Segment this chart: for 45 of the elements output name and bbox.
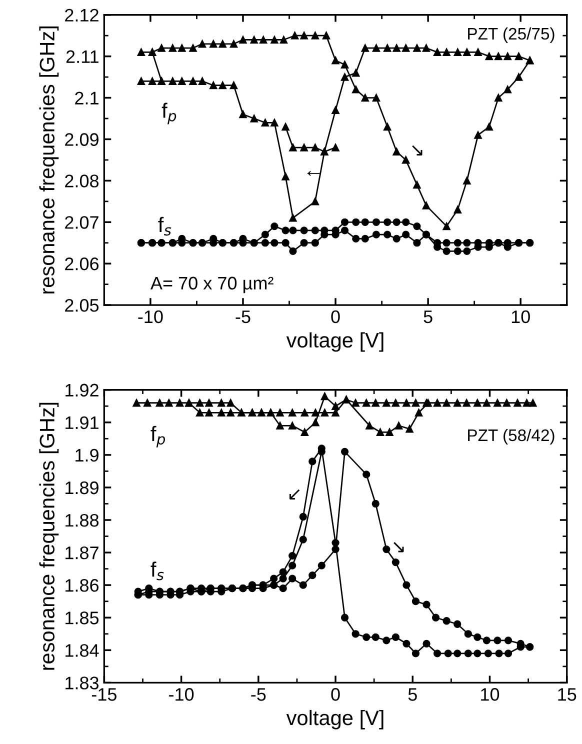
annotation: A= 70 x 70 µm²: [150, 276, 274, 294]
y-tick-label: 2.1: [75, 92, 98, 104]
x-tick-label: 0: [331, 310, 340, 324]
x-tick-label: 5: [424, 310, 432, 324]
x-tick-label: -10: [169, 688, 194, 701]
x-tick-label: 15: [558, 688, 576, 701]
y-tick-label: 1.86: [66, 579, 99, 592]
y-tick-label: 1.88: [66, 514, 99, 527]
x-tick-label: 0: [331, 688, 340, 701]
y-tick-label: 2.11: [66, 50, 98, 63]
annotation: ↙: [289, 489, 300, 500]
y-tick-label: 1.89: [66, 481, 98, 494]
y-tick-label: 2.07: [65, 216, 98, 229]
y-tick-label: 2.06: [65, 258, 99, 270]
annotation: f$_{s}$: [158, 216, 172, 236]
y-tick-label: 2.09: [65, 133, 98, 146]
x-tick-label: -5: [251, 688, 266, 701]
x-tick-label: -10: [138, 310, 163, 324]
y-tick-label: 1.87: [66, 546, 98, 560]
y-tick-label: 2.08: [65, 174, 99, 188]
y-tick-label: 2.12: [65, 8, 98, 22]
annotation: f$_{s}$: [150, 562, 164, 580]
x-tick-label: 10: [481, 688, 500, 701]
annotation: ↘: [394, 542, 404, 552]
y-tick-label: 1.91: [66, 416, 98, 430]
x-tick-label: 10: [512, 310, 530, 324]
x-tick-label: -5: [236, 310, 250, 324]
y-tick-label: 1.85: [66, 612, 99, 624]
annotation: PZT (25/75): [468, 27, 554, 43]
annotation: ←: [307, 171, 320, 176]
y-tick-label: 1.92: [66, 384, 98, 397]
annotation: f$_{p}$: [150, 426, 166, 448]
annotation: ↘: [412, 145, 422, 156]
y-tick-label: 1.84: [66, 644, 99, 657]
y-axis-title: resonance frequencies [GHz]: [39, 402, 59, 670]
y-tick-label: 1.83: [66, 676, 99, 690]
annotation: f$_{p}$: [162, 102, 176, 124]
x-axis-title: voltage [V]: [286, 710, 384, 730]
y-tick-label: 1.9: [76, 448, 98, 462]
y-tick-label: 2.05: [65, 298, 99, 312]
x-tick-label: -15: [92, 688, 116, 701]
x-axis-title: voltage [V]: [286, 332, 384, 352]
x-tick-label: 5: [408, 688, 417, 701]
annotation: PZT (58/42): [468, 428, 554, 444]
y-axis-title: resonance frequencies [GHz]: [39, 26, 59, 294]
